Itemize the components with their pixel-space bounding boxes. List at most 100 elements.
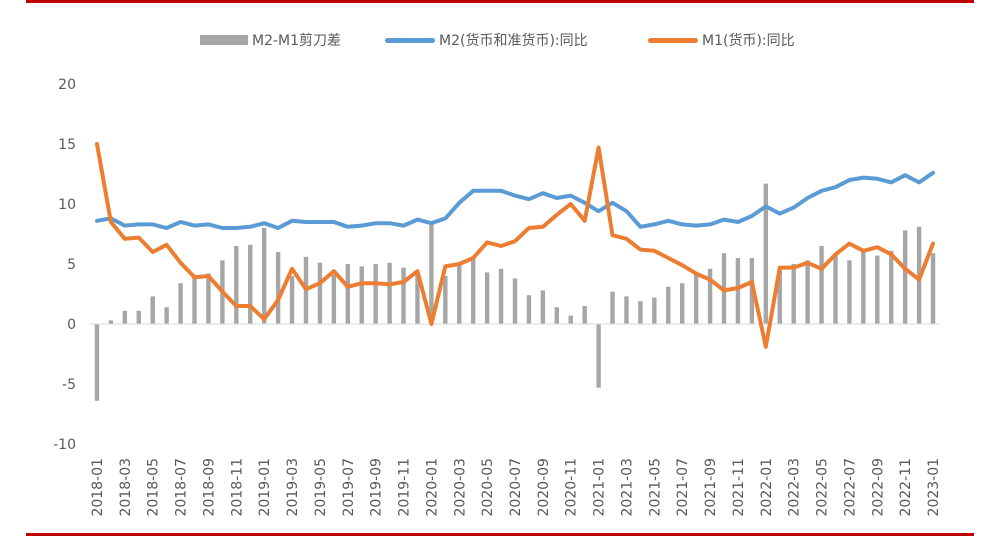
bar-gap — [624, 296, 629, 324]
legend-m1-swatch — [648, 37, 698, 43]
bar-gap — [666, 286, 671, 324]
x-tick-label: 2019-03 — [285, 458, 301, 517]
bar-gap — [498, 268, 504, 324]
x-tick-label: 2018-11 — [229, 458, 245, 517]
x-tick-label: 2022-09 — [870, 458, 886, 517]
bar-gap — [443, 276, 448, 324]
x-tick-label: 2020-03 — [452, 458, 468, 517]
x-tick-label: 2022-07 — [842, 458, 858, 517]
x-tick-label: 2022-03 — [787, 458, 803, 517]
x-tick-label: 2021-09 — [703, 458, 719, 517]
bar-gap — [373, 264, 378, 324]
y-tick-label: 10 — [58, 197, 76, 213]
x-tick-label: 2021-11 — [731, 458, 747, 517]
bar-gap — [387, 262, 392, 324]
bar-gap — [108, 320, 114, 324]
bar-gap — [847, 260, 852, 324]
y-tick-label: 15 — [58, 137, 76, 153]
bar-gap — [735, 258, 741, 324]
bar-gap — [206, 273, 211, 324]
x-tick-label: 2021-01 — [592, 458, 608, 517]
bar-gap — [457, 264, 462, 324]
x-tick-label: 2022-01 — [759, 458, 775, 517]
bar-gap — [889, 250, 894, 324]
x-tick-label: 2018-03 — [118, 458, 134, 517]
y-tick-label: -5 — [62, 377, 76, 393]
bar-gap — [415, 273, 420, 324]
bar-gap — [429, 223, 434, 324]
x-tick-label: 2021-05 — [647, 458, 663, 517]
x-tick-label: 2022-05 — [815, 458, 831, 517]
x-tick-label: 2019-05 — [313, 458, 329, 516]
bar-gap — [470, 256, 476, 324]
legend: M2-M1剪刀差 M2(货币和准货币):同比 M1(货币):同比 — [0, 30, 1000, 50]
x-tick-label: 2018-09 — [201, 458, 217, 517]
bar-gap — [680, 283, 685, 324]
bar-gap — [317, 262, 323, 324]
x-tick-label: 2019-11 — [397, 458, 413, 517]
bar-gap — [289, 276, 295, 324]
bar-gap — [359, 266, 364, 324]
bar-gap — [791, 264, 796, 324]
x-tick-label: 2018-07 — [174, 458, 190, 517]
bar-gap — [568, 315, 573, 324]
x-tick-label: 2019-09 — [369, 458, 385, 517]
bar-gap — [554, 307, 560, 324]
bar-gap — [777, 268, 782, 324]
x-tick-label: 2023-01 — [926, 458, 942, 517]
bar-gap — [833, 253, 838, 324]
x-tick-label: 2022-11 — [898, 458, 914, 517]
bar-gap — [331, 274, 337, 324]
y-tick-label: 0 — [67, 317, 76, 333]
y-tick-label: 20 — [58, 77, 76, 93]
x-tick-label: 2019-07 — [341, 458, 357, 516]
bar-gap — [707, 268, 713, 324]
bar-gap — [150, 296, 155, 324]
bar-gap — [582, 306, 587, 324]
x-tick-label: 2020-05 — [480, 458, 496, 517]
x-tick-label: 2019-01 — [257, 458, 273, 516]
bar-gap — [484, 272, 490, 324]
y-tick-label: 5 — [67, 257, 76, 273]
bar-gap — [875, 255, 880, 324]
x-tick-label: 2020-11 — [564, 458, 580, 517]
bar-gap — [763, 183, 769, 324]
bar-gap — [512, 278, 518, 324]
bar-gap — [693, 273, 699, 324]
y-tick-label: -10 — [53, 437, 76, 453]
x-tick-label: 2020-09 — [536, 458, 552, 517]
legend-m2-swatch — [385, 37, 435, 43]
legend-label-m2: M2(货币和准货币):同比 — [439, 33, 588, 49]
bar-gap — [930, 253, 936, 324]
bar-gap — [94, 324, 100, 401]
m1-yoy-line — [95, 142, 935, 349]
bar-gap — [610, 291, 615, 324]
x-axis: 2018-01 2018-03 2018-05 2018-07 2018-09 2018-… — [90, 458, 942, 517]
x-tick-label: 2018-01 — [90, 458, 106, 517]
bar-gap — [122, 310, 128, 324]
legend-item-m1: M1(货币):同比 — [648, 30, 795, 50]
bar-gap — [819, 246, 824, 324]
bar-gap — [861, 252, 866, 324]
bar-gap — [261, 228, 267, 324]
line-series — [95, 142, 935, 349]
bar-gap — [805, 260, 810, 324]
x-tick-label: 2020-07 — [508, 458, 524, 517]
bar-gap — [248, 244, 253, 324]
m2-yoy-line — [95, 170, 935, 230]
bottom-rule — [26, 533, 974, 536]
bar-gap — [540, 290, 546, 324]
x-tick-label: 2018-05 — [146, 458, 162, 517]
bar-gap — [136, 310, 141, 324]
bar-gap — [526, 295, 532, 324]
bar-gap — [902, 230, 908, 324]
bar-gap — [275, 252, 281, 324]
legend-item-m2: M2(货币和准货币):同比 — [385, 30, 588, 50]
x-tick-label: 2021-07 — [675, 458, 691, 517]
bar-gap — [178, 283, 183, 324]
bar-gap — [192, 276, 197, 324]
bar-gap — [234, 246, 239, 324]
x-tick-label: 2020-01 — [424, 458, 440, 517]
bar-gap — [652, 297, 657, 324]
